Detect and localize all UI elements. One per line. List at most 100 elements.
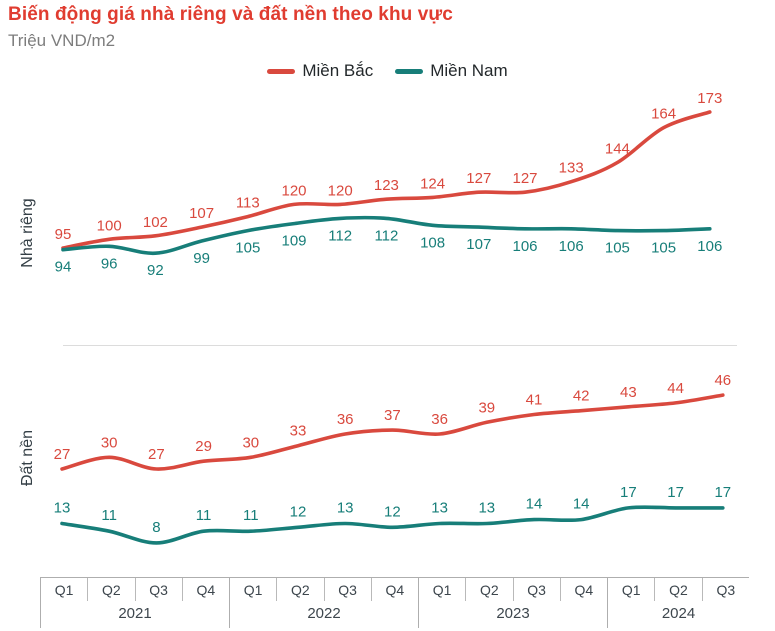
quarter-label: Q3 — [323, 578, 371, 601]
value-label: 105 — [651, 240, 676, 257]
chart-divider — [63, 345, 737, 346]
year-label: 2024 — [661, 605, 696, 622]
series-line-mien-bac — [61, 110, 712, 250]
value-label: 108 — [420, 234, 445, 251]
quarter-label: Q1 — [54, 582, 74, 598]
quarter-label: Q2 — [276, 578, 323, 601]
year-label: 2023 — [496, 605, 530, 622]
value-label: 106 — [512, 238, 537, 255]
quarter-label: Q1 — [621, 582, 641, 598]
mien-nam-line-swatch-icon — [395, 68, 424, 74]
value-label: 27 — [148, 446, 165, 463]
value-label: 42 — [573, 388, 590, 405]
value-label: 127 — [512, 170, 537, 187]
value-label: 124 — [420, 175, 445, 192]
value-label: 37 — [384, 407, 401, 424]
line-chart-dat-nen: 27 30 27 29 30 33 36 37 36 39 41 42 43 44 46 13 11 8 11 11 1… — [54, 372, 731, 545]
value-label: 13 — [431, 500, 448, 517]
value-label: 8 — [152, 519, 160, 536]
value-label: 11 — [243, 507, 259, 524]
value-label: 36 — [431, 411, 448, 428]
quarter-label: Q3 — [701, 578, 749, 601]
quarter-label: Q2 — [87, 578, 134, 601]
year-group-2023: Q1 Q2 Q3 Q4 2023 — [418, 578, 607, 628]
value-label: 112 — [328, 227, 352, 244]
quarter-label: Q4 — [370, 578, 418, 601]
value-label: 120 — [328, 182, 353, 199]
legend-item-mien-nam[interactable]: Miền Nam — [395, 61, 508, 81]
value-label: 95 — [55, 226, 72, 243]
legend-label-mien-bac: Miền Bắc — [302, 61, 374, 80]
value-label: 41 — [526, 392, 543, 409]
unit-label: Triệu VND/m2 — [8, 31, 116, 50]
value-label: 33 — [290, 423, 307, 440]
value-label: 144 — [605, 141, 630, 158]
quarter-row: Q1 Q2 Q3 Q4 — [419, 578, 607, 601]
line-chart-nha-rieng: 95 100 102 107 113 120 120 123 124 127 127 133 144 16… — [55, 90, 723, 279]
value-label: 123 — [374, 177, 399, 194]
quarter-label: Q1 — [432, 582, 452, 598]
series-line-mien-bac — [60, 393, 725, 471]
quarter-row: Q1 Q2 Q3 Q4 — [230, 578, 418, 601]
quarter-label: Q3 — [134, 578, 182, 601]
value-label: 106 — [559, 238, 584, 255]
value-label: 96 — [101, 255, 118, 272]
value-label: 13 — [54, 500, 71, 517]
value-label: 30 — [101, 434, 118, 451]
value-label: 112 — [374, 227, 398, 244]
year-label: 2021 — [118, 605, 152, 622]
value-label: 99 — [193, 250, 210, 267]
value-label: 113 — [236, 195, 260, 212]
quarter-label: Q1 — [243, 582, 263, 598]
value-label: 100 — [97, 217, 122, 234]
value-label: 17 — [620, 484, 637, 501]
value-label: 11 — [196, 507, 212, 524]
value-label: 107 — [189, 205, 214, 222]
legend: Miền Bắc Miền Nam — [0, 61, 775, 81]
year-group-2021: Q1 Q2 Q3 Q4 2021 — [40, 578, 229, 628]
value-label: 13 — [478, 500, 495, 517]
value-label: 36 — [337, 411, 354, 428]
value-label: 13 — [337, 500, 354, 517]
value-label: 109 — [281, 233, 306, 250]
year-label: 2022 — [307, 605, 341, 622]
quarter-label: Q2 — [465, 578, 512, 601]
mien-bac-line-swatch-icon — [267, 68, 296, 74]
value-label: 14 — [526, 496, 543, 513]
series-line-mien-nam — [60, 505, 725, 545]
value-label: 30 — [242, 434, 259, 451]
value-label: 11 — [101, 507, 117, 524]
value-label: 102 — [143, 214, 168, 231]
value-label: 173 — [697, 90, 722, 107]
quarter-label: Q4 — [181, 578, 229, 601]
value-label: 133 — [559, 160, 584, 177]
year-group-2024: Q1 Q2 Q3 2024 — [607, 578, 749, 628]
value-label: 120 — [281, 182, 306, 199]
value-label: 12 — [290, 503, 307, 520]
x-axis: Q1 Q2 Q3 Q4 2021 Q1 Q2 Q3 Q4 2022 Q1 Q2 Q3 Q4 2023 Q1 Q2… — [40, 577, 749, 628]
value-label: 27 — [54, 446, 71, 463]
value-label: 12 — [384, 503, 401, 520]
quarter-row: Q1 Q2 Q3 — [608, 578, 749, 601]
value-label: 164 — [651, 106, 676, 123]
value-label: 127 — [466, 170, 491, 187]
value-label: 105 — [605, 240, 630, 257]
value-label: 44 — [667, 380, 684, 397]
value-label: 107 — [466, 236, 491, 253]
value-label: 14 — [573, 496, 590, 513]
value-label: 17 — [714, 484, 731, 501]
value-label: 94 — [55, 259, 72, 276]
legend-item-mien-bac[interactable]: Miền Bắc — [267, 61, 373, 81]
value-label: 43 — [620, 384, 637, 401]
legend-label-mien-nam: Miền Nam — [430, 61, 508, 80]
value-label: 105 — [235, 240, 260, 257]
value-label: 92 — [147, 262, 164, 279]
quarter-label: Q4 — [559, 578, 607, 601]
quarter-label: Q3 — [512, 578, 560, 601]
quarter-label: Q2 — [654, 578, 701, 601]
value-label: 46 — [714, 372, 731, 389]
series-line-mien-nam — [61, 215, 712, 256]
year-group-2022: Q1 Q2 Q3 Q4 2022 — [229, 578, 418, 628]
quarter-row: Q1 Q2 Q3 Q4 — [41, 578, 229, 601]
